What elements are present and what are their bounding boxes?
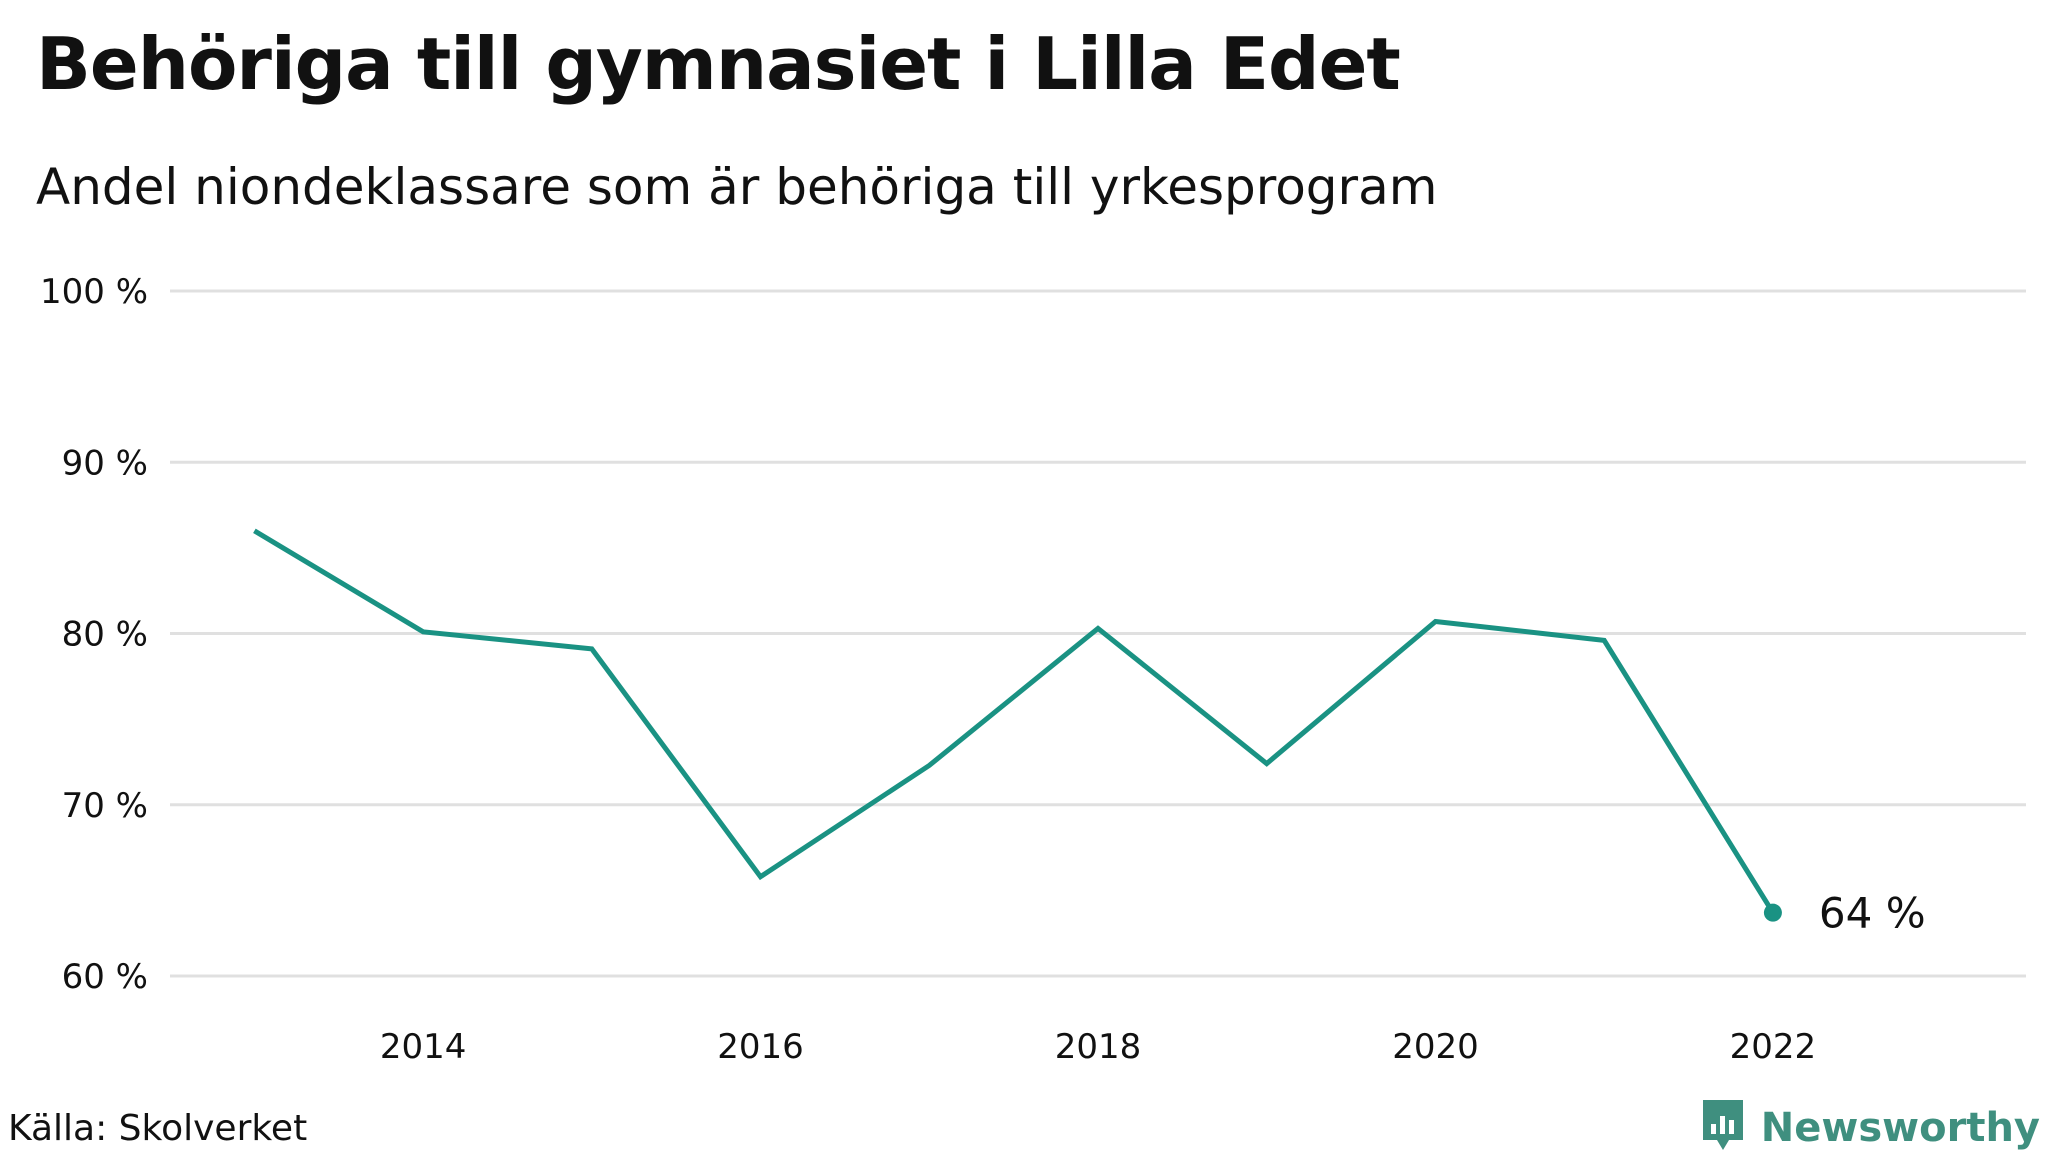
series-layer <box>253 528 1782 922</box>
x-tick-label: 2018 <box>1055 1027 1142 1067</box>
source-note: Källa: Skolverket <box>8 1108 308 1149</box>
y-axis-labels: 100 % 90 % 80 % 70 % 60 % <box>40 272 148 997</box>
y-tick-label: 90 % <box>62 443 148 483</box>
y-tick-label: 100 % <box>40 272 148 312</box>
brand-logo: Newsworthy <box>1699 1098 2040 1158</box>
brand-name: Newsworthy <box>1760 1105 2040 1151</box>
y-tick-label: 60 % <box>62 957 148 997</box>
series-line <box>253 528 1776 914</box>
newsworthy-logo-icon <box>1699 1098 1747 1158</box>
end-label-layer: 64 % <box>1819 889 1926 938</box>
chart-title: Behöriga till gymnasiet i Lilla Edet <box>36 22 1401 106</box>
y-tick-label: 80 % <box>62 615 148 655</box>
grid-lines <box>170 289 2026 978</box>
chart-subtitle: Andel niondeklassare som är behöriga til… <box>36 158 1438 216</box>
x-tick-label: 2020 <box>1392 1027 1479 1067</box>
last-value-label: 64 % <box>1819 889 1926 938</box>
last-point-marker <box>1763 903 1782 922</box>
y-tick-label: 70 % <box>62 786 148 826</box>
x-tick-label: 2022 <box>1730 1027 1817 1067</box>
x-tick-label: 2016 <box>717 1027 804 1067</box>
x-axis-labels: 2014 2016 2018 2020 2022 <box>380 1027 1816 1067</box>
x-tick-label: 2014 <box>380 1027 467 1067</box>
